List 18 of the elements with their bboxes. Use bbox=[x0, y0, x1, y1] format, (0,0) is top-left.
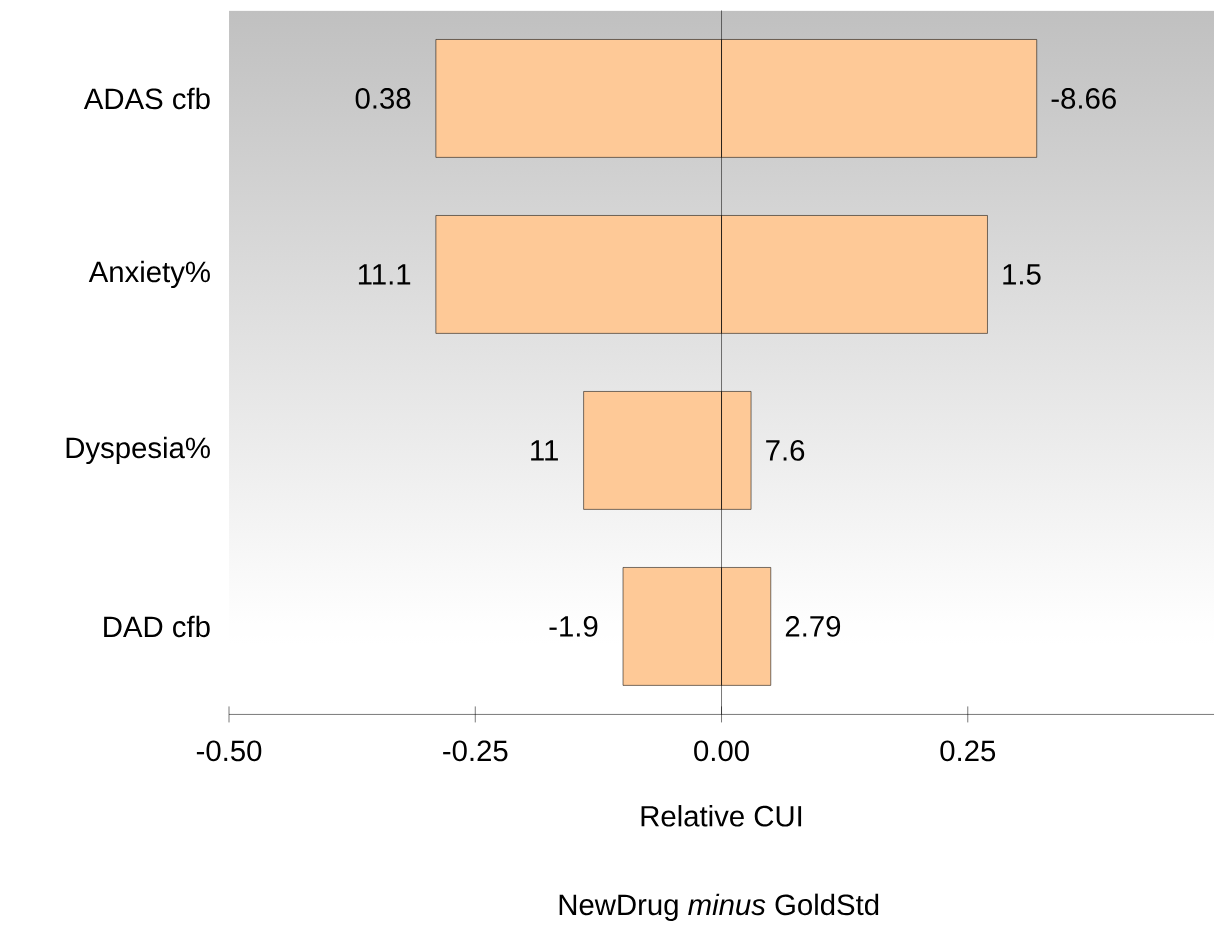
x-tick-label: -0.25 bbox=[443, 740, 508, 762]
annotation: 7.6 bbox=[766, 440, 805, 461]
y-tick-label: ADAS cfb bbox=[83, 87, 210, 110]
annotation: 11.1 bbox=[358, 264, 411, 285]
x-tick-label: -0.50 bbox=[196, 740, 262, 762]
annotation: 1.5 bbox=[1003, 264, 1041, 285]
annotation: 2.79 bbox=[785, 616, 841, 637]
annotation: -8.66 bbox=[1051, 88, 1116, 109]
x-axis-title: Relative CUI bbox=[641, 805, 802, 827]
y-tick-label: Anxiety% bbox=[88, 260, 210, 289]
annotation: 11 bbox=[531, 440, 558, 461]
annotation: -1.9 bbox=[549, 616, 598, 637]
y-tick-label: Dyspesia% bbox=[66, 436, 210, 465]
text: NewDrug minus GoldStd bbox=[559, 893, 879, 921]
annotation: 0.38 bbox=[355, 88, 411, 109]
x-tick-label: 0.00 bbox=[694, 740, 749, 762]
x-tick-label: 0.25 bbox=[940, 740, 996, 762]
y-tick-label: DAD cfb bbox=[104, 615, 210, 638]
